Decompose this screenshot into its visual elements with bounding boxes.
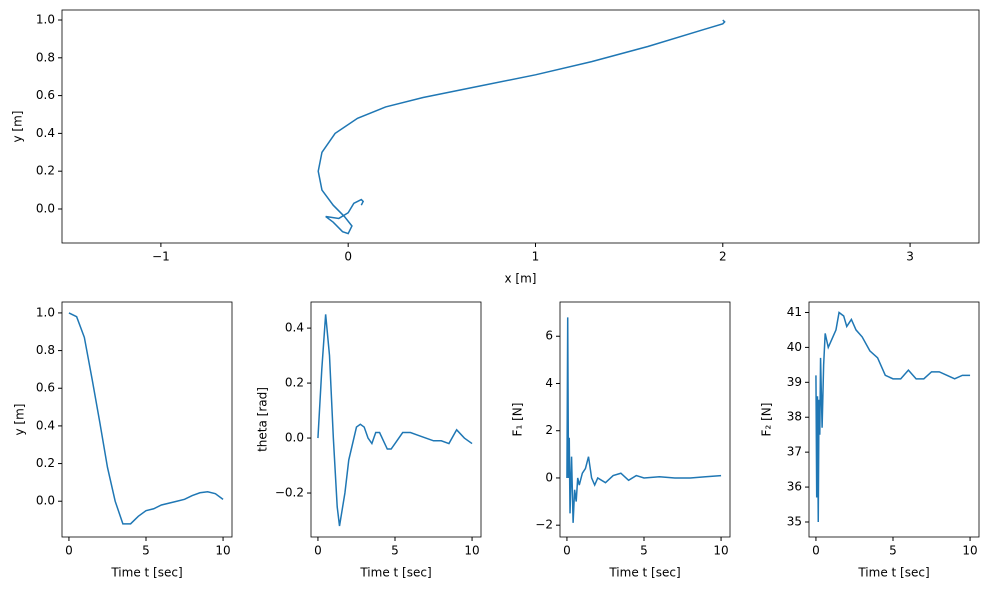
y-tick-label: 0.4 (36, 126, 55, 140)
x-tick-label: 10 (464, 544, 479, 558)
y-tick-label: 0.6 (36, 88, 55, 102)
y-tick-label: 0.0 (36, 494, 55, 508)
y-tick-label: 6 (545, 329, 553, 343)
x-tick-label: 5 (142, 544, 150, 558)
x-tick-label: −1 (152, 250, 170, 264)
axes-frame (61, 9, 980, 244)
y-tick-label: 0.4 (36, 418, 55, 432)
x-tick-label: 10 (713, 544, 728, 558)
y-axis-label: y [m] (13, 404, 27, 436)
y-tick-label: 0.6 (36, 381, 55, 395)
y-tick-label: 0.0 (36, 201, 55, 215)
y-tick-label: 1.0 (36, 305, 55, 319)
axes-frame (61, 301, 233, 538)
x-tick-label: 0 (344, 250, 352, 264)
y-axis-label: F₁ [N] (511, 403, 525, 437)
y-tick-label: 0.4 (285, 321, 304, 335)
y-tick-label: 0.0 (285, 431, 304, 445)
data-line (815, 311, 971, 522)
x-tick-label: 5 (640, 544, 648, 558)
x-tick-label: 10 (215, 544, 230, 558)
y-tick-label: 35 (787, 514, 802, 528)
y-tick-label: −2 (535, 518, 553, 532)
y-axis-label: F₂ [N] (760, 403, 774, 437)
y-tick-label: 4 (545, 376, 553, 390)
y-tick-label: 36 (787, 480, 802, 494)
x-axis-label: x [m] (505, 272, 537, 286)
data-line (317, 314, 473, 527)
x-tick-label: 5 (391, 544, 399, 558)
x-axis-label: Time t [sec] (359, 566, 431, 580)
data-line (68, 312, 224, 525)
x-axis-label: Time t [sec] (608, 566, 680, 580)
y-tick-label: 40 (787, 340, 802, 354)
y-tick-label: 1.0 (36, 13, 55, 27)
data-line (566, 317, 722, 523)
y-tick-label: −0.2 (275, 486, 304, 500)
x-tick-label: 0 (563, 544, 571, 558)
x-tick-label: 0 (812, 544, 820, 558)
y-axis-label: y [m] (11, 111, 25, 143)
x-tick-label: 0 (65, 544, 73, 558)
axes-frame (808, 301, 980, 538)
y-tick-label: 38 (787, 410, 802, 424)
x-tick-label: 2 (719, 250, 727, 264)
x-tick-label: 1 (532, 250, 540, 264)
y-tick-label: 0 (545, 470, 553, 484)
y-tick-label: 2 (545, 423, 553, 437)
y-tick-label: 0.8 (36, 343, 55, 357)
y-tick-label: 37 (787, 445, 802, 459)
axes-frame (559, 301, 731, 538)
axes-frame (310, 301, 482, 538)
y-tick-label: 39 (787, 375, 802, 389)
y-axis-label: theta [rad] (256, 387, 270, 452)
x-tick-label: 5 (889, 544, 897, 558)
x-tick-label: 3 (906, 250, 914, 264)
x-tick-label: 10 (962, 544, 977, 558)
x-axis-label: Time t [sec] (857, 566, 929, 580)
x-axis-label: Time t [sec] (110, 566, 182, 580)
x-tick-label: 0 (314, 544, 322, 558)
y-tick-label: 0.2 (36, 164, 55, 178)
y-tick-label: 0.8 (36, 50, 55, 64)
data-line (317, 19, 726, 235)
y-tick-label: 41 (787, 305, 802, 319)
y-tick-label: 0.2 (285, 376, 304, 390)
y-tick-label: 0.2 (36, 456, 55, 470)
